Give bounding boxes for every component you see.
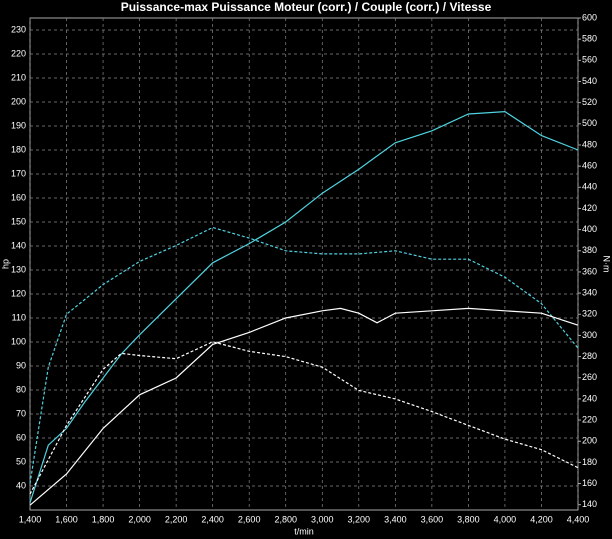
y2-tick-label: 200	[582, 436, 597, 446]
y-tick-label: 220	[11, 48, 26, 58]
y2-tick-label: 380	[582, 245, 597, 255]
y-tick-label: 190	[11, 120, 26, 130]
y2-tick-label: 420	[582, 203, 597, 213]
y2-tick-label: 280	[582, 351, 597, 361]
y-tick-label: 90	[16, 360, 26, 370]
series-line	[29, 307, 579, 506]
y-tick-label: 110	[12, 312, 26, 322]
y2-tick-label: 220	[582, 414, 597, 424]
x-axis-label: t/min	[294, 526, 314, 536]
y-tick-label: 50	[16, 456, 26, 466]
y-tick-label: 130	[11, 264, 26, 274]
y-tick-label: 40	[16, 480, 26, 490]
y2-tick-label: 580	[582, 34, 597, 44]
x-tick-label: 2,400	[201, 514, 224, 524]
y-tick-label: 120	[11, 288, 26, 298]
x-tick-label: 2,800	[274, 514, 297, 524]
y2-tick-label: 240	[582, 393, 597, 403]
x-tick-label: 4,200	[530, 514, 553, 524]
y-tick-label: 140	[11, 240, 26, 250]
y2-tick-label: 180	[582, 457, 597, 467]
y2-tick-label: 600	[582, 12, 597, 22]
y-tick-label: 100	[11, 336, 26, 346]
y2-tick-label: 300	[582, 330, 597, 340]
plot-frame	[29, 17, 579, 511]
y-tick-label: 70	[16, 408, 26, 418]
y2-tick-label: 500	[582, 118, 597, 128]
y-tick-label: 230	[11, 24, 26, 34]
y2-tick-label: 440	[582, 182, 597, 192]
series-line	[29, 110, 579, 503]
y-tick-label: 160	[11, 192, 26, 202]
y-axis-label: hp	[0, 259, 10, 269]
y2-tick-label: 160	[582, 478, 597, 488]
y2-tick-label: 540	[582, 76, 597, 86]
x-tick-label: 3,600	[421, 514, 444, 524]
y2-tick-label: 520	[582, 97, 597, 107]
x-tick-label: 3,200	[348, 514, 371, 524]
y2-tick-label: 340	[582, 287, 597, 297]
y2-tick-label: 140	[582, 499, 597, 509]
series-line	[29, 341, 579, 495]
y-tick-label: 210	[11, 72, 26, 82]
x-tick-label: 3,800	[457, 514, 480, 524]
x-tick-label: 1,600	[55, 514, 78, 524]
x-tick-label: 4,000	[494, 514, 517, 524]
y2-tick-label: 320	[582, 309, 597, 319]
y2-axis-label: N·m	[602, 256, 612, 273]
y2-tick-label: 400	[582, 224, 597, 234]
y-tick-label: 60	[16, 432, 26, 442]
x-tick-label: 2,600	[238, 514, 261, 524]
y-tick-label: 150	[11, 216, 26, 226]
series-line	[29, 226, 579, 484]
y2-tick-label: 360	[582, 266, 597, 276]
chart-title: Puissance-max Puissance Moteur (corr.) /…	[121, 0, 492, 14]
x-tick-label: 1,800	[92, 514, 115, 524]
y-tick-label: 180	[11, 144, 26, 154]
x-tick-label: 4,400	[567, 514, 590, 524]
y-tick-label: 170	[11, 168, 26, 178]
x-tick-label: 2,000	[128, 514, 151, 524]
y2-tick-label: 460	[582, 161, 597, 171]
y2-tick-label: 260	[582, 372, 597, 382]
y2-tick-label: 480	[582, 139, 597, 149]
y-tick-label: 200	[11, 96, 26, 106]
y-tick-label: 80	[16, 384, 26, 394]
x-tick-label: 2,200	[165, 514, 188, 524]
y2-tick-label: 560	[582, 55, 597, 65]
x-tick-label: 3,400	[384, 514, 407, 524]
x-tick-label: 1,400	[19, 514, 42, 524]
x-tick-label: 3,000	[311, 514, 334, 524]
